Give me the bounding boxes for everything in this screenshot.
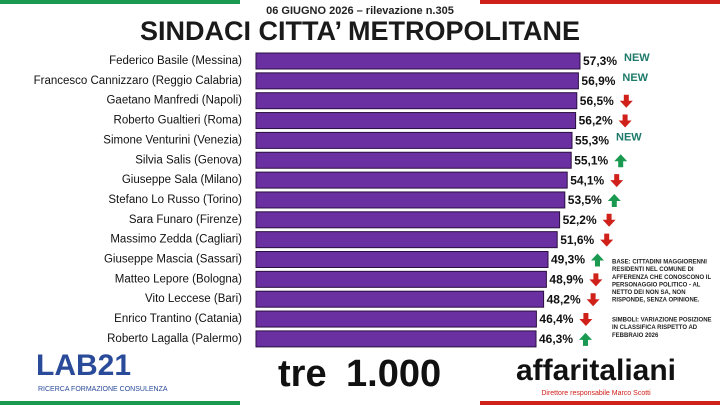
value-label: 56,2% <box>579 114 613 128</box>
arrow-down <box>600 233 614 247</box>
category-label: Giuseppe Sala (Milano) <box>122 174 242 186</box>
flag-green-bottom <box>0 401 240 405</box>
category-label: Sara Funaro (Firenze) <box>129 214 242 226</box>
flag-red <box>480 0 720 4</box>
arrow-up <box>591 253 604 267</box>
category-label: Francesco Cannizzaro (Reggio Calabria) <box>34 75 243 87</box>
note-line: BASE: CITTADINI MAGGIORENNI <box>612 260 707 266</box>
note-line: IN CLASSIFICA RISPETTO AD <box>612 325 698 331</box>
bar <box>255 330 537 348</box>
category-label: Federico Basile (Messina) <box>109 55 242 67</box>
arrow-down <box>610 174 624 188</box>
note-line: FEBBRAIO 2026 <box>612 333 659 339</box>
category-label: Roberto Lagalla (Palermo) <box>107 333 242 345</box>
value-label: 48,9% <box>549 273 583 287</box>
note-line: SIMBOLI: VARIAZIONE POSIZIONE <box>612 318 712 324</box>
bar <box>255 112 577 130</box>
value-label: 54,1% <box>570 173 604 187</box>
bar <box>255 211 561 229</box>
tre-logo: tre <box>278 353 327 395</box>
bar <box>255 270 547 288</box>
new-badge: NEW <box>624 52 650 64</box>
category-label: Silvia Salis (Genova) <box>135 154 242 166</box>
affaritaliani-logo: affaritaliani <box>516 354 676 387</box>
category-label: Massimo Zedda (Cagliari) <box>110 234 242 246</box>
arrow-down <box>618 114 632 128</box>
bar <box>255 171 568 189</box>
category-label: Matteo Lepore (Bologna) <box>115 273 242 285</box>
arrow-down <box>586 293 600 307</box>
arrow-up <box>607 193 621 207</box>
bar <box>255 131 573 149</box>
category-label: Enrico Trantino (Catania) <box>114 313 242 325</box>
arrow-up <box>579 332 592 346</box>
category-label: Giuseppe Mascia (Sassari) <box>104 254 242 266</box>
value-label: 52,2% <box>563 213 597 227</box>
bar <box>255 191 566 209</box>
value-label: 51,6% <box>560 233 594 247</box>
bar <box>255 310 537 328</box>
arrow-up <box>614 154 628 168</box>
value-label: 49,3% <box>551 253 585 267</box>
bar <box>255 151 572 169</box>
bar <box>255 231 558 249</box>
value-label: 48,2% <box>547 292 581 306</box>
category-label: Simone Venturini (Venezia) <box>103 134 242 146</box>
bar <box>255 290 545 308</box>
flag-red-bottom <box>480 401 720 405</box>
value-label: 46,3% <box>539 332 573 346</box>
note-line: AFFERENZA CHE CONOSCONO IL <box>612 275 711 281</box>
category-label: Vito Leccese (Bari) <box>145 293 242 305</box>
arrow-down <box>619 94 633 108</box>
bar <box>255 52 581 70</box>
category-label: Roberto Gualtieri (Roma) <box>114 115 243 127</box>
new-badge: NEW <box>616 131 642 143</box>
thousand-logo: 1.000 <box>346 353 441 395</box>
bar <box>255 251 549 268</box>
value-label: 56,9% <box>581 74 615 88</box>
new-badge: NEW <box>622 72 648 84</box>
arrow-down <box>589 273 603 287</box>
arrow-down <box>602 213 616 227</box>
subtitle: 06 GIUGNO 2026 – rilevazione n.305 <box>266 5 454 17</box>
bar <box>255 92 578 110</box>
director: Direttore responsabile Marco Scotti <box>541 390 651 397</box>
chart-title: SINDACI CITTA’ METROPOLITANE <box>140 16 580 46</box>
value-label: 56,5% <box>580 94 614 108</box>
value-label: 46,4% <box>539 312 573 326</box>
note-line: PERSONAGGIO POLITICO - AL <box>612 282 701 288</box>
category-label: Gaetano Manfredi (Napoli) <box>106 95 242 107</box>
lab21-tagline: RICERCA FORMAZIONE CONSULENZA <box>38 386 168 393</box>
arrow-down <box>579 313 593 327</box>
note-line: RESIDENTI NEL COMUNE DI <box>612 267 694 273</box>
note-line: NETTO DEI NON SA, NON <box>612 290 686 296</box>
flag-green <box>0 0 240 4</box>
value-label: 55,3% <box>575 134 609 148</box>
lab21-logo: LAB21 <box>36 349 131 382</box>
note-line: RISPONDE, SENZA OPINIONE. <box>612 298 700 304</box>
bar <box>255 72 579 90</box>
value-label: 55,1% <box>574 153 608 167</box>
value-label: 57,3% <box>583 54 617 68</box>
category-label: Stefano Lo Russo (Torino) <box>108 194 242 206</box>
value-label: 53,5% <box>568 193 602 207</box>
